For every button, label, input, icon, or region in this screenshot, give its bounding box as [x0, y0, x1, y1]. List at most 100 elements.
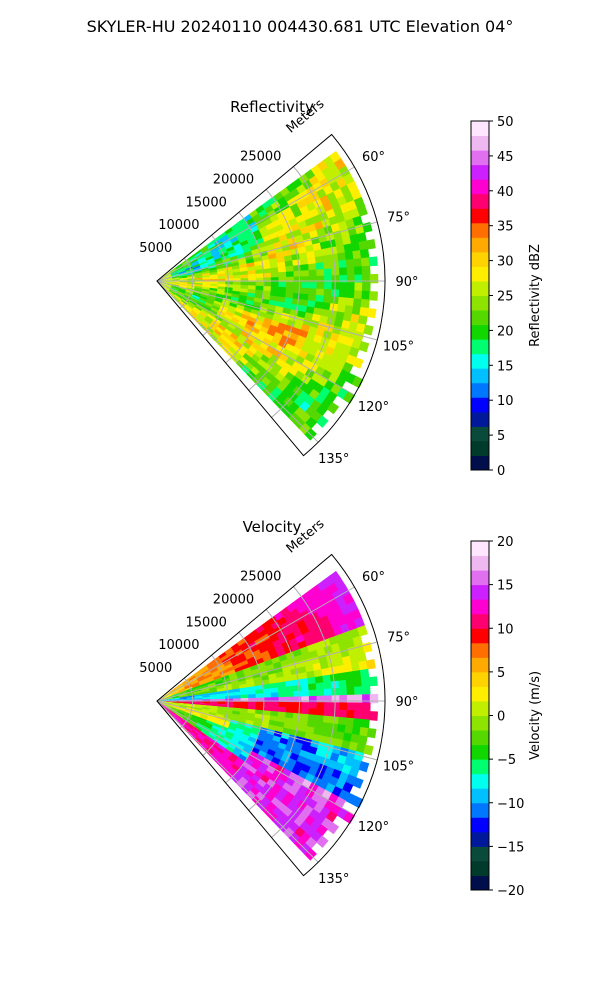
data-cell [239, 267, 248, 272]
data-cell [164, 695, 172, 699]
data-cell [247, 777, 258, 788]
radial-tick-label: 15000 [186, 195, 227, 210]
data-cell [192, 293, 201, 298]
data-cell [269, 682, 279, 689]
data-cell [291, 766, 302, 776]
colorbar-swatch [471, 353, 489, 369]
data-cell [274, 223, 285, 233]
data-cell [224, 647, 234, 655]
colorbar-tick-label: 5 [497, 429, 505, 444]
data-cell [330, 716, 340, 725]
data-cell [232, 281, 241, 286]
data-cell [253, 758, 263, 767]
data-cell [178, 270, 187, 275]
data-cell [346, 710, 356, 719]
data-cell [334, 237, 345, 247]
colorbar-tick-label: 20 [497, 535, 514, 550]
data-cell [243, 228, 253, 237]
data-cell [247, 708, 256, 714]
grid-ring [248, 189, 300, 391]
data-cell [214, 260, 224, 265]
data-cell [217, 273, 226, 277]
data-cell [171, 695, 180, 699]
data-cell [321, 667, 331, 677]
data-cell [177, 289, 186, 294]
data-cell [301, 282, 310, 289]
data-cell [311, 733, 322, 743]
data-cell [259, 326, 270, 334]
data-cell [187, 703, 195, 706]
data-cell [368, 291, 378, 301]
data-cell [348, 321, 359, 332]
data-cell [217, 270, 226, 275]
data-cell [293, 270, 302, 277]
data-cell [346, 694, 356, 704]
data-cell [270, 286, 279, 292]
data-cell [171, 703, 180, 706]
data-cell [254, 739, 264, 747]
data-cell [309, 649, 319, 659]
grid [156, 166, 385, 443]
data-cell [178, 301, 186, 308]
data-cell [187, 276, 196, 279]
data-cell [172, 279, 180, 281]
data-cell [344, 756, 355, 768]
data-cell [256, 221, 266, 230]
grid-ring [202, 234, 229, 336]
data-cell [174, 714, 182, 721]
data-cell [168, 711, 175, 717]
data-cell [319, 735, 329, 745]
data-cell [328, 215, 339, 226]
data-cell [241, 663, 251, 670]
colorbar-swatch [471, 280, 489, 296]
data-cell [368, 676, 378, 687]
data-cell [212, 252, 221, 258]
data-cell [346, 282, 356, 291]
data-cell [233, 662, 242, 670]
data-cell [198, 312, 206, 320]
data-cell [331, 275, 341, 283]
data-cell [228, 722, 238, 729]
data-cell [308, 263, 317, 271]
data-cell [251, 354, 261, 364]
colorbar-swatch [471, 657, 489, 673]
data-cell [331, 325, 342, 336]
radial-tick-label: 25000 [240, 570, 281, 585]
data-cell [185, 269, 194, 273]
data-cell [200, 713, 209, 719]
data-cell [352, 215, 363, 227]
data-cell [170, 270, 178, 275]
data-cell [225, 311, 235, 318]
data-cell [169, 289, 176, 295]
data-cell [306, 643, 317, 653]
data-cell [334, 657, 345, 667]
data-cell [202, 705, 211, 708]
data-cell [242, 773, 252, 782]
data-cell [301, 696, 310, 703]
data-cell [217, 283, 226, 288]
data-cell [235, 307, 244, 314]
data-cell [194, 695, 203, 699]
data-cell [238, 260, 247, 266]
data-cell [214, 257, 223, 263]
data-cell [205, 315, 214, 323]
data-cell [224, 287, 233, 291]
data-cell [164, 275, 172, 279]
colorbar-swatch [471, 455, 489, 471]
data-cell [163, 692, 170, 697]
data-cell [242, 747, 252, 755]
data-cell [277, 681, 286, 688]
data-cell [245, 349, 255, 359]
colorbar-tick-label: −15 [497, 840, 524, 855]
data-cell [336, 754, 348, 765]
data-cell [300, 713, 309, 721]
colorbar-label: Reflectivity dBZ [528, 244, 543, 347]
data-cell [185, 289, 194, 294]
data-cell [213, 238, 223, 246]
data-cell [248, 273, 257, 279]
data-cell [277, 339, 288, 349]
data-cell [170, 269, 178, 275]
data-cell [195, 316, 203, 324]
data-cell [277, 291, 287, 298]
data-cell [238, 236, 248, 244]
